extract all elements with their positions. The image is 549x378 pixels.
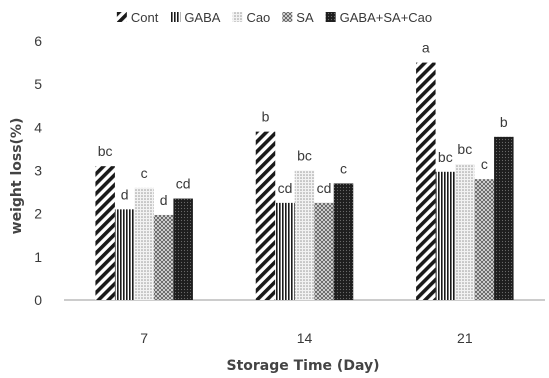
bar-gaba-sa-cao-21 xyxy=(494,136,514,300)
bar-significance-label: d xyxy=(121,186,129,202)
bar-significance-label: bc xyxy=(457,141,472,157)
bar-significance-label: c xyxy=(340,160,347,176)
bar-significance-label: bc xyxy=(297,148,312,164)
bar-significance-label: a xyxy=(422,40,430,56)
bar-cao-21 xyxy=(455,164,475,300)
bar-significance-label: b xyxy=(262,109,270,125)
bar-significance-label: d xyxy=(160,192,168,208)
bar-gaba-14 xyxy=(275,202,295,300)
bar-significance-label: cd xyxy=(176,176,191,192)
bars xyxy=(95,62,514,301)
legend: Cont GABA Cao SA GABA+SA+Cao xyxy=(116,10,433,25)
legend-label: SA xyxy=(296,10,314,25)
x-category-label: 21 xyxy=(457,330,473,346)
bar-cao-14 xyxy=(294,170,315,300)
legend-swatch xyxy=(170,12,181,22)
y-tick-label: 0 xyxy=(34,292,42,308)
bar-significance-label: b xyxy=(500,114,508,130)
legend-label: GABA xyxy=(184,10,220,25)
bar-cont-21 xyxy=(416,62,436,301)
x-category-label: 14 xyxy=(297,330,313,346)
x-axis-title: Storage Time (Day) xyxy=(226,358,379,374)
bar-gaba-sa-cao-14 xyxy=(333,183,354,300)
bar-gaba-7 xyxy=(114,209,135,300)
bar-gaba-21 xyxy=(435,171,456,300)
bar-sa-7 xyxy=(153,214,174,300)
legend-swatch xyxy=(232,12,243,22)
legend-label: GABA+SA+Cao xyxy=(340,10,433,25)
y-tick-label: 2 xyxy=(34,206,42,222)
y-tick-label: 6 xyxy=(34,33,42,49)
bar-significance-label: c xyxy=(481,156,488,172)
bar-significance-label: c xyxy=(141,165,148,181)
y-tick-label: 4 xyxy=(34,119,42,135)
legend-label: Cao xyxy=(246,10,270,25)
bar-significance-label: bc xyxy=(438,149,453,165)
bar-sa-14 xyxy=(314,202,334,300)
bar-significance-label: bc xyxy=(98,143,113,159)
y-tick-label: 5 xyxy=(34,76,42,92)
bar-significance-label: cd xyxy=(278,180,293,196)
legend-swatch xyxy=(116,12,127,22)
y-axis-title: weight loss(%) xyxy=(9,118,25,235)
bar-cont-14 xyxy=(255,131,276,300)
legend-label: Cont xyxy=(131,10,159,25)
bar-cont-7 xyxy=(95,166,115,300)
bar-sa-21 xyxy=(474,179,495,300)
y-axis-ticks: 0 1 2 3 4 5 6 xyxy=(34,33,42,308)
legend-swatch xyxy=(282,12,293,22)
x-category-label: 7 xyxy=(140,330,148,346)
y-tick-label: 1 xyxy=(34,249,42,265)
bar-significance-label: cd xyxy=(317,180,332,196)
y-tick-label: 3 xyxy=(34,163,42,179)
bar-cao-7 xyxy=(134,187,154,300)
bar-gaba-sa-cao-7 xyxy=(173,198,193,300)
legend-swatch xyxy=(325,12,336,22)
x-axis-categories: 7 14 21 xyxy=(140,330,473,346)
